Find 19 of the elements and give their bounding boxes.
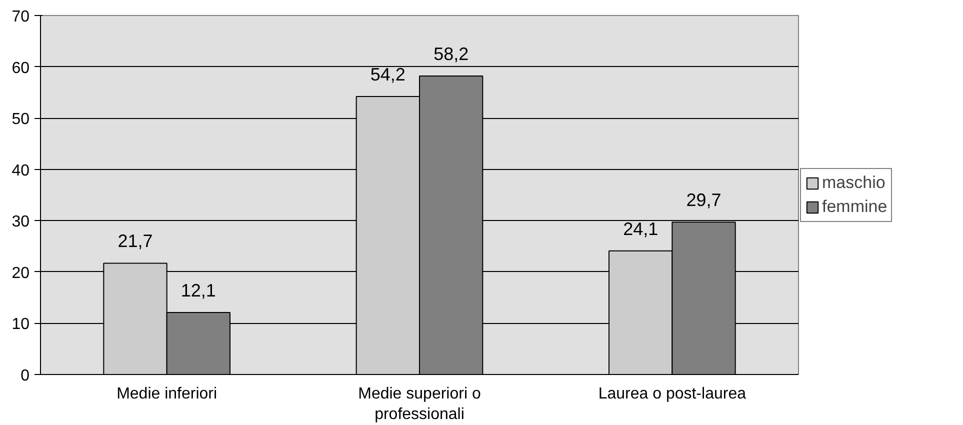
legend-label: maschio	[822, 172, 886, 192]
data-label: 29,7	[686, 190, 722, 210]
data-label: 24,1	[623, 218, 658, 239]
legend-label: femmine	[822, 196, 888, 216]
data-label: 21,7	[118, 231, 153, 252]
y-tick-label: 50	[12, 111, 30, 128]
y-tick-label: 70	[12, 8, 30, 26]
y-tick-label: 60	[12, 60, 30, 77]
data-label: 12,1	[180, 280, 216, 300]
x-tick-label: Medie inferiori	[116, 386, 218, 402]
y-tick-label: 20	[12, 264, 30, 282]
data-label: 54,2	[370, 64, 406, 85]
y-tick-label: 40	[12, 162, 30, 180]
y-tick-label: 30	[12, 214, 30, 231]
y-tick-label: 0	[20, 368, 30, 384]
x-tick-label: Laurea o post-laurea	[598, 386, 746, 402]
x-tick-label: Medie superiori o professionali	[358, 386, 481, 423]
y-tick-label: 10	[12, 316, 30, 334]
data-label: 58,2	[434, 44, 469, 64]
